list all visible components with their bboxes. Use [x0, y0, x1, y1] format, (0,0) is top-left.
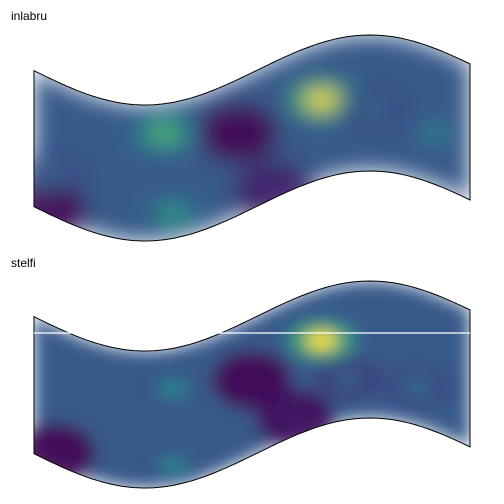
intensity-field	[7, 35, 470, 241]
field-peak	[35, 165, 67, 183]
field-peak	[332, 370, 364, 388]
field-peak	[419, 124, 451, 142]
field-low-region	[16, 423, 96, 483]
field-peak	[149, 125, 181, 143]
field-peak	[158, 205, 190, 223]
field-peak	[158, 457, 190, 475]
field-low-region	[256, 389, 336, 449]
inlabru-panel	[7, 35, 470, 241]
field-peak	[306, 332, 338, 350]
stelfi-panel	[16, 281, 470, 488]
field-peak	[158, 380, 190, 398]
field-peak	[402, 378, 434, 396]
intensity-field	[16, 281, 470, 488]
field-low-region	[199, 103, 279, 163]
field-low-region	[234, 161, 314, 221]
field-peak	[306, 91, 338, 109]
field-peak	[358, 101, 390, 119]
